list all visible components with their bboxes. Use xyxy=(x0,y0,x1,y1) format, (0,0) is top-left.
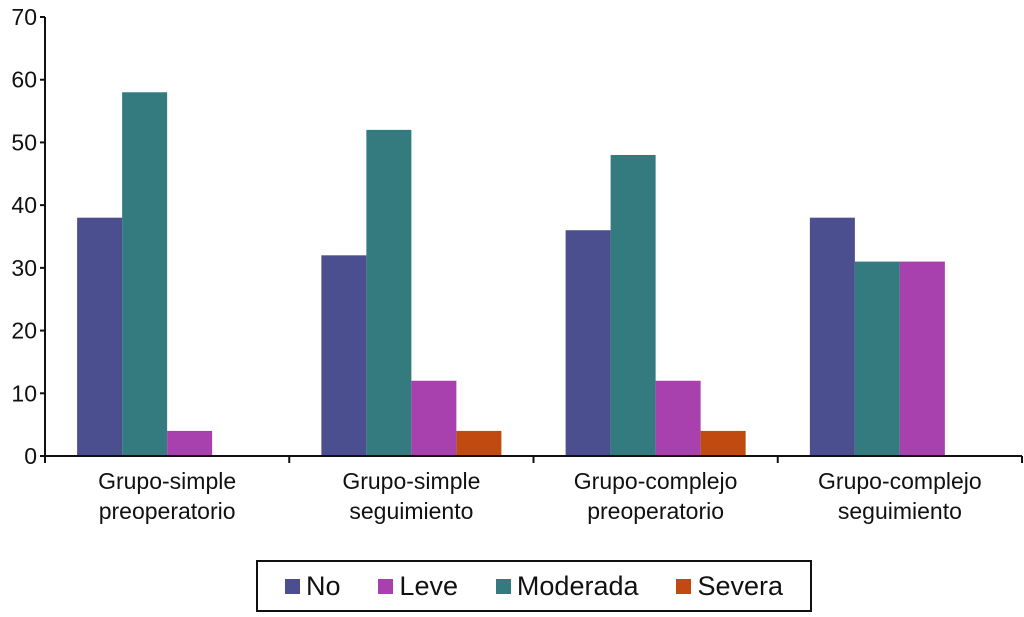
y-tick-label: 70 xyxy=(11,4,37,30)
bar-leve-3 xyxy=(899,261,945,456)
legend-label-leve: Leve xyxy=(399,570,458,601)
y-tick-label: 0 xyxy=(24,443,37,469)
x-category-label: seguimiento xyxy=(349,498,473,524)
bar-leve-0 xyxy=(167,430,213,456)
bar-no-2 xyxy=(565,230,611,456)
bar-moderada-3 xyxy=(854,261,900,456)
legend: No Leve Moderada Severa xyxy=(256,560,812,612)
legend-swatch-no xyxy=(284,578,300,594)
x-category-label: Grupo-complejo xyxy=(574,468,738,494)
y-tick-label: 50 xyxy=(11,129,37,155)
bar-moderada-2 xyxy=(610,154,656,456)
x-category-label: preoperatorio xyxy=(587,498,724,524)
bar-moderada-0 xyxy=(122,92,168,456)
y-tick-label: 20 xyxy=(11,318,37,344)
bar-chart: 0 10 20 30 40 50 60 70 Grupo-simple preoperatorio… xyxy=(11,4,1023,524)
bar-leve-2 xyxy=(655,380,701,456)
legend-swatch-leve xyxy=(378,578,394,594)
bar-no-3 xyxy=(809,217,855,456)
y-tick-label: 10 xyxy=(11,380,37,406)
bar-leve-1 xyxy=(411,380,457,456)
legend-item-leve: Leve xyxy=(378,571,458,602)
x-category-label: Grupo-complejo xyxy=(818,468,982,494)
legend-item-no: No xyxy=(284,570,341,602)
bar-no-1 xyxy=(321,255,367,456)
bar-severa-1 xyxy=(456,430,502,456)
y-tick-label: 60 xyxy=(11,67,37,93)
y-tick-label: 40 xyxy=(11,192,37,218)
legend-swatch-moderada xyxy=(495,578,511,594)
bar-no-0 xyxy=(77,217,123,456)
x-category-label: seguimiento xyxy=(838,498,962,524)
legend-item-moderada: Moderada xyxy=(495,570,639,602)
legend-label-no: No xyxy=(305,570,341,601)
bar-moderada-1 xyxy=(366,129,412,456)
x-category-label: Grupo-simple xyxy=(342,468,480,494)
bar-severa-2 xyxy=(700,430,746,456)
legend-item-severa: Severa xyxy=(676,571,783,602)
x-category-label: preoperatorio xyxy=(99,498,236,524)
legend-swatch-severa xyxy=(676,578,692,594)
legend-label-moderada: Moderada xyxy=(516,570,639,601)
y-tick-label: 30 xyxy=(11,255,37,281)
x-category-label: Grupo-simple xyxy=(98,468,236,494)
legend-label-severa: Severa xyxy=(697,570,784,601)
